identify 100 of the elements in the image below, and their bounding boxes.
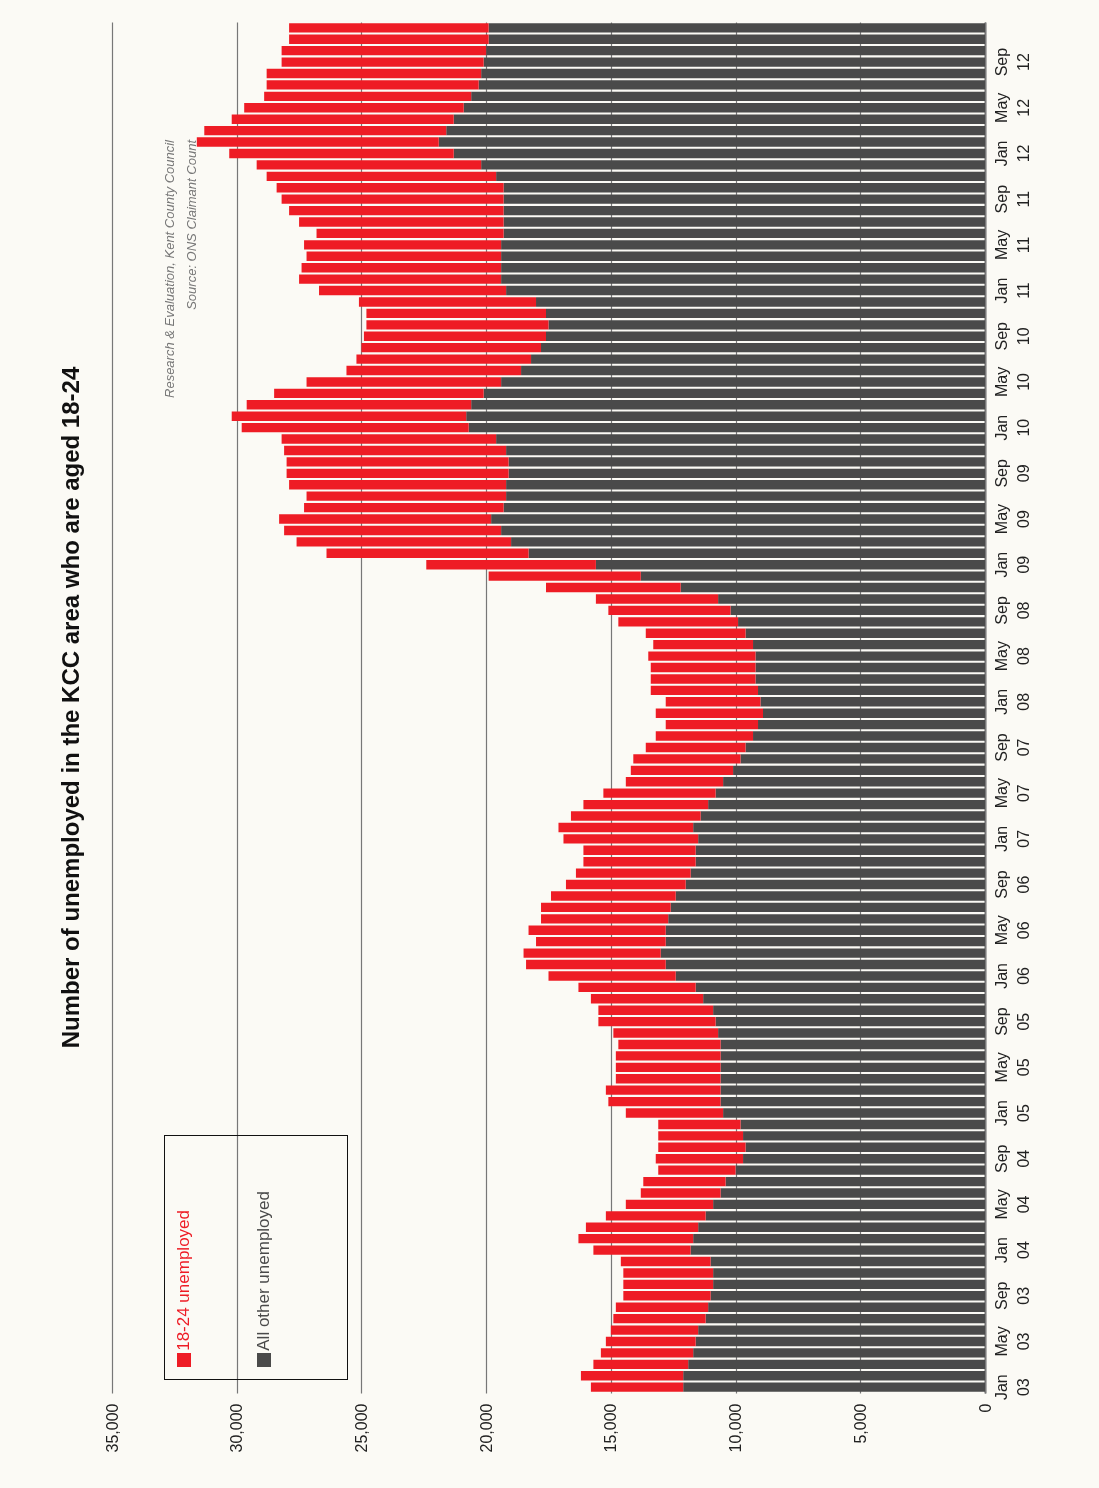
bar bbox=[501, 251, 985, 261]
bar bbox=[625, 777, 724, 787]
bar bbox=[306, 491, 507, 501]
bar bbox=[478, 80, 985, 90]
bar bbox=[715, 788, 985, 798]
x-tick-label: 5,000 bbox=[851, 1403, 869, 1444]
bar bbox=[763, 708, 985, 718]
bar bbox=[708, 799, 985, 810]
x-tick-label: 15,000 bbox=[602, 1403, 620, 1453]
bar bbox=[755, 674, 985, 684]
bar bbox=[511, 537, 985, 547]
bar bbox=[710, 1291, 985, 1301]
y-tick-label: Sep 08 bbox=[992, 596, 1032, 625]
bar bbox=[453, 148, 985, 159]
bar bbox=[346, 365, 522, 376]
y-tick-label: May 07 bbox=[992, 778, 1032, 809]
bar bbox=[658, 1142, 746, 1152]
bar bbox=[703, 994, 985, 1004]
bar bbox=[204, 125, 447, 136]
bar bbox=[618, 1039, 721, 1050]
bar bbox=[231, 114, 454, 124]
bar bbox=[655, 708, 764, 718]
bar bbox=[645, 628, 746, 638]
bar bbox=[690, 1245, 985, 1255]
bar bbox=[605, 1211, 706, 1221]
bar bbox=[304, 502, 504, 513]
bar bbox=[546, 331, 985, 341]
bar bbox=[266, 171, 497, 182]
bar bbox=[284, 445, 507, 456]
x-tick-label: 30,000 bbox=[228, 1403, 246, 1453]
y-tick-label: Jan 05 bbox=[992, 1100, 1032, 1126]
bar bbox=[491, 514, 985, 524]
bar bbox=[605, 1085, 721, 1095]
bar bbox=[463, 103, 985, 113]
bar bbox=[483, 57, 985, 67]
y-tick-label: May 05 bbox=[992, 1052, 1032, 1083]
bar bbox=[720, 1062, 985, 1073]
bar bbox=[580, 1371, 684, 1381]
y-tick-label: Sep 07 bbox=[992, 733, 1032, 762]
bar bbox=[281, 57, 484, 67]
bar bbox=[695, 982, 985, 993]
bar bbox=[289, 23, 489, 33]
bar bbox=[496, 434, 985, 444]
y-tick-label: Jan 04 bbox=[992, 1237, 1032, 1263]
y-tick-label: Sep 06 bbox=[992, 870, 1032, 899]
bar bbox=[229, 148, 454, 159]
bar bbox=[655, 1154, 744, 1164]
bar bbox=[680, 582, 985, 593]
bar bbox=[675, 891, 985, 901]
x-tick-label: 0 bbox=[976, 1403, 994, 1413]
bar bbox=[541, 914, 669, 924]
bar bbox=[693, 822, 985, 833]
bar bbox=[541, 902, 671, 913]
bar bbox=[583, 799, 709, 810]
bar bbox=[598, 1005, 714, 1015]
bar bbox=[426, 560, 596, 570]
bar bbox=[536, 936, 666, 947]
bar bbox=[705, 1211, 985, 1221]
bar bbox=[698, 1222, 985, 1232]
bar bbox=[281, 194, 504, 204]
bar bbox=[304, 240, 502, 250]
bar bbox=[528, 925, 666, 935]
bar bbox=[618, 617, 739, 627]
bar bbox=[503, 228, 985, 239]
bar bbox=[653, 639, 754, 650]
bar bbox=[501, 240, 985, 250]
bar bbox=[453, 114, 985, 124]
y-tick-label: May 09 bbox=[992, 503, 1032, 535]
bar bbox=[660, 948, 985, 958]
annotation: Research & Evaluation, Kent County Council bbox=[162, 138, 177, 398]
bar bbox=[316, 228, 504, 239]
bar bbox=[296, 537, 512, 547]
bar bbox=[481, 68, 985, 79]
bar bbox=[745, 628, 985, 638]
bar bbox=[550, 891, 676, 901]
bar bbox=[299, 274, 502, 284]
bar bbox=[718, 1028, 985, 1038]
bar bbox=[665, 719, 759, 730]
bar bbox=[710, 1256, 985, 1267]
bar bbox=[713, 1199, 985, 1210]
bar bbox=[595, 594, 719, 604]
bar bbox=[526, 959, 666, 970]
bar bbox=[720, 1188, 985, 1198]
bar bbox=[595, 560, 985, 570]
bar bbox=[713, 1005, 985, 1015]
bar bbox=[231, 411, 467, 421]
y-tick-label: May 04 bbox=[992, 1189, 1032, 1220]
bar bbox=[284, 525, 502, 536]
bar bbox=[506, 445, 985, 456]
bar bbox=[483, 388, 985, 399]
bar bbox=[735, 1165, 985, 1175]
bar bbox=[289, 205, 504, 216]
bar bbox=[366, 308, 547, 319]
y-tick-label: May 11 bbox=[992, 229, 1032, 260]
y-tick-label: Sep 11 bbox=[992, 184, 1032, 214]
bar bbox=[563, 834, 699, 844]
bar bbox=[713, 1279, 985, 1290]
text: 18-24 unemployed bbox=[174, 1210, 194, 1351]
y-tick-label: Sep 12 bbox=[992, 47, 1032, 77]
bar bbox=[740, 1119, 985, 1130]
